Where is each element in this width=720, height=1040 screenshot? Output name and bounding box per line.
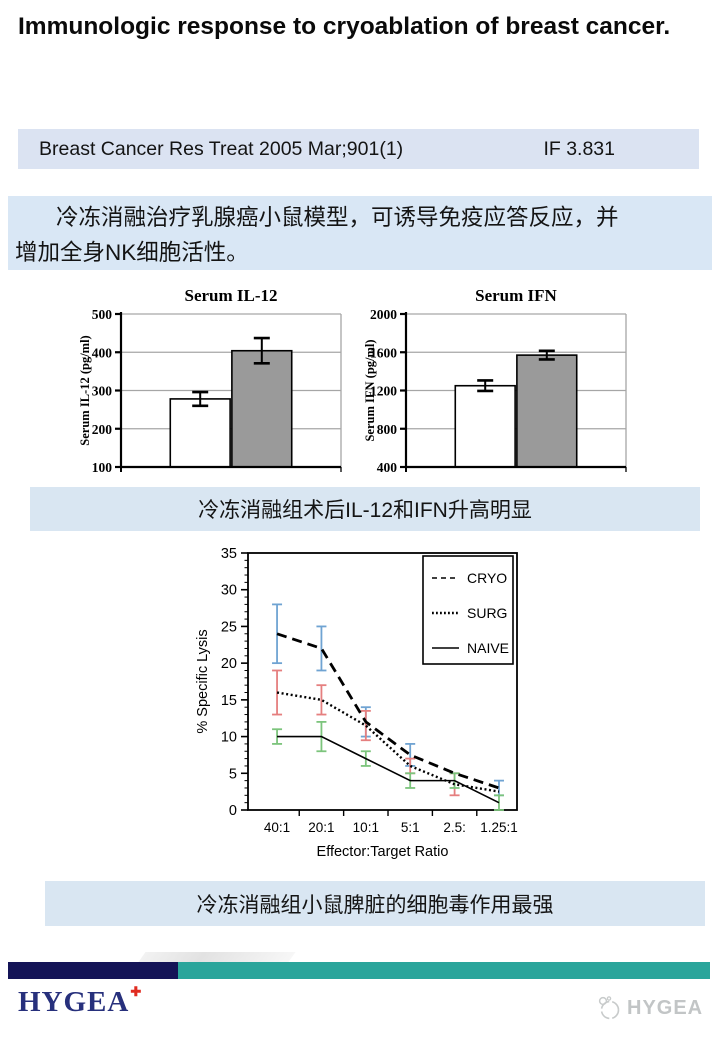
- svg-text:1.25:1: 1.25:1: [480, 820, 518, 835]
- svg-text:5: 5: [229, 766, 237, 782]
- footer-navy-bar: [8, 962, 178, 979]
- svg-text:Serum IL-12 (pg/ml): Serum IL-12 (pg/ml): [78, 335, 92, 445]
- svg-text:20:1: 20:1: [308, 820, 334, 835]
- hygea-logo-text: HYGEA: [18, 986, 130, 1018]
- svg-text:30: 30: [221, 583, 237, 599]
- svg-text:2.5:: 2.5:: [443, 820, 466, 835]
- logo-cross-icon: ✚: [130, 984, 142, 999]
- svg-text:Serum IFN: Serum IFN: [475, 286, 557, 305]
- svg-text:400: 400: [92, 345, 113, 360]
- svg-text:40:1: 40:1: [264, 820, 290, 835]
- svg-text:Effector:Target Ratio: Effector:Target Ratio: [317, 844, 449, 860]
- footer-decoration: [138, 952, 296, 962]
- cytokine-result-text: 冷冻消融组术后IL-12和IFN升高明显: [198, 499, 532, 522]
- svg-text:1600: 1600: [370, 345, 397, 360]
- svg-text:800: 800: [377, 422, 398, 437]
- page-title: Immunologic response to cryoablation of …: [18, 13, 671, 40]
- lysis-result-banner: 冷冻消融组小鼠脾脏的细胞毒作用最强: [45, 881, 705, 926]
- cytokine-result-banner: 冷冻消融组术后IL-12和IFN升高明显: [30, 487, 700, 531]
- svg-text:1200: 1200: [370, 384, 397, 399]
- svg-text:10: 10: [221, 730, 237, 746]
- svg-text:5:1: 5:1: [401, 820, 420, 835]
- svg-text:SURG: SURG: [467, 605, 507, 621]
- watermark-text: HYGEA: [627, 996, 704, 1019]
- watermark: HYGEA: [596, 994, 703, 1022]
- svg-text:% Specific Lysis: % Specific Lysis: [195, 629, 211, 733]
- hygea-logo: HYGEA✚: [18, 984, 141, 1019]
- summary-line-2: 增加全身NK细胞活性。: [15, 240, 249, 265]
- footer-teal-bar: [178, 962, 710, 979]
- svg-text:25: 25: [221, 619, 237, 635]
- svg-text:15: 15: [221, 693, 237, 709]
- svg-text:0: 0: [229, 803, 237, 819]
- svg-text:400: 400: [377, 460, 398, 475]
- svg-text:NAIVE: NAIVE: [467, 640, 509, 656]
- svg-text:500: 500: [92, 307, 113, 322]
- svg-text:CRYO: CRYO: [467, 570, 507, 586]
- svg-text:10:1: 10:1: [353, 820, 379, 835]
- citation-reference: Breast Cancer Res Treat 2005 Mar;901(1): [39, 137, 404, 160]
- svg-text:200: 200: [92, 422, 113, 437]
- summary-line-1: 冷冻消融治疗乳腺癌小鼠模型，可诱导免疫应答反应，并: [56, 205, 619, 230]
- serum-ifn-bar-chart: 400 800 1200 1600 2000 Serum IFN Serum IFN (pg…: [363, 286, 627, 475]
- svg-text:2000: 2000: [370, 307, 397, 322]
- svg-text:100: 100: [92, 460, 113, 475]
- svg-text:Serum IL-12: Serum IL-12: [184, 286, 277, 305]
- svg-text:300: 300: [92, 384, 113, 399]
- summary-box: 冷冻消融治疗乳腺癌小鼠模型，可诱导免疫应答反应，并 增加全身NK细胞活性。: [8, 196, 712, 270]
- impact-factor: IF 3.831: [543, 137, 615, 160]
- svg-text:Serum IFN (pg/ml): Serum IFN (pg/ml): [363, 339, 377, 441]
- lysis-result-text: 冷冻消融组小鼠脾脏的细胞毒作用最强: [196, 893, 554, 917]
- citation-bar: Breast Cancer Res Treat 2005 Mar;901(1) …: [18, 129, 699, 169]
- svg-text:35: 35: [221, 546, 237, 562]
- svg-text:20: 20: [221, 656, 237, 672]
- serum-il12-bar-chart: 100 200 300 400 500 Serum IL-12 Serum IL-12 (p…: [78, 286, 342, 475]
- specific-lysis-line-chart: 0 5 10 15 20 25 30 35 40:1 20:1 10:1 5:1 2.5: 1.25:1 E…: [195, 546, 518, 860]
- watermark-logo-icon: [598, 996, 620, 1020]
